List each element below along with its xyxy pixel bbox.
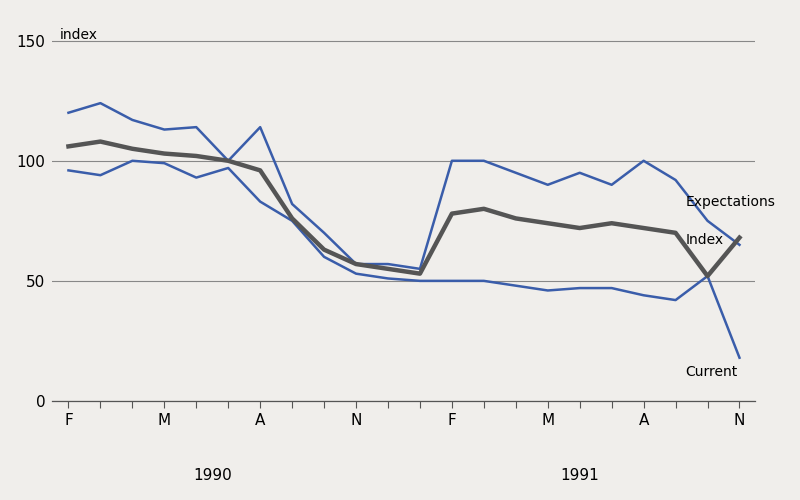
Text: Expectations: Expectations: [685, 194, 775, 208]
Text: Index: Index: [685, 233, 723, 247]
Text: 1990: 1990: [193, 468, 232, 483]
Text: 1991: 1991: [560, 468, 599, 483]
Text: index: index: [59, 28, 98, 42]
Text: Current: Current: [685, 365, 738, 379]
